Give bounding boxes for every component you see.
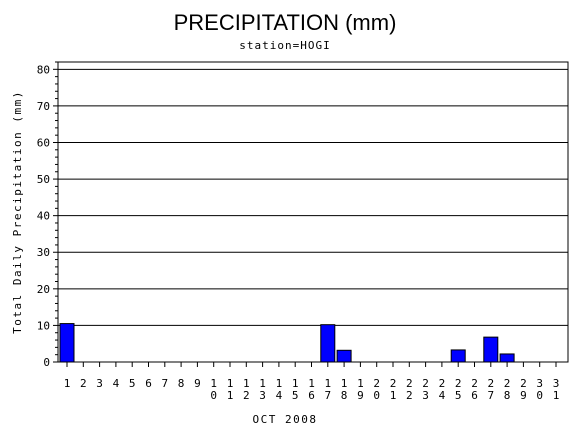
y-tick-label: 0 [43,356,50,369]
chart-title: PRECIPITATION (mm) [174,10,397,35]
y-tick-label: 20 [37,283,50,296]
grid-lines [58,68,568,326]
x-tick-label: 3 [96,377,103,390]
y-tick-label: 40 [37,210,50,223]
x-tick-label: 1 [64,377,71,390]
y-tick-label: 10 [37,319,50,332]
x-tick-label: 4 [113,377,120,390]
x-tick-label: 5 [129,377,136,390]
bar-day-25 [450,349,466,363]
bar-day-18 [336,349,352,363]
y-axis-label: Total Daily Precipitation (mm) [11,90,24,334]
x-tick-label: 6 [145,377,152,390]
x-tick-label: 2 [80,377,87,390]
x-axis-label: OCT 2008 [253,413,318,426]
bar-day-17 [320,324,336,363]
y-tick-label: 30 [37,246,50,259]
y-tick-label: 50 [37,173,50,186]
bar-day-27 [483,336,499,363]
chart-subtitle: station=HOGI [239,39,330,52]
bars [59,323,515,363]
x-tick-label: 9 [194,377,201,390]
x-tick-label: 8 [178,377,185,390]
x-axis: 1 2 3 4 5 6 7 8 9 1 01 11 21 31 41 51 61 71 81 92 02 12 22 32 42… [64,362,560,402]
bar-day-28 [499,353,515,363]
y-tick-label: 70 [37,100,50,113]
y-tick-label: 80 [37,63,50,76]
y-tick-label: 60 [37,136,50,149]
plot-frame [57,61,569,363]
y-axis: 0 10 20 30 40 50 60 70 80 [37,61,58,369]
x-tick-label: 7 [161,377,168,390]
bar-day-1 [59,323,75,363]
